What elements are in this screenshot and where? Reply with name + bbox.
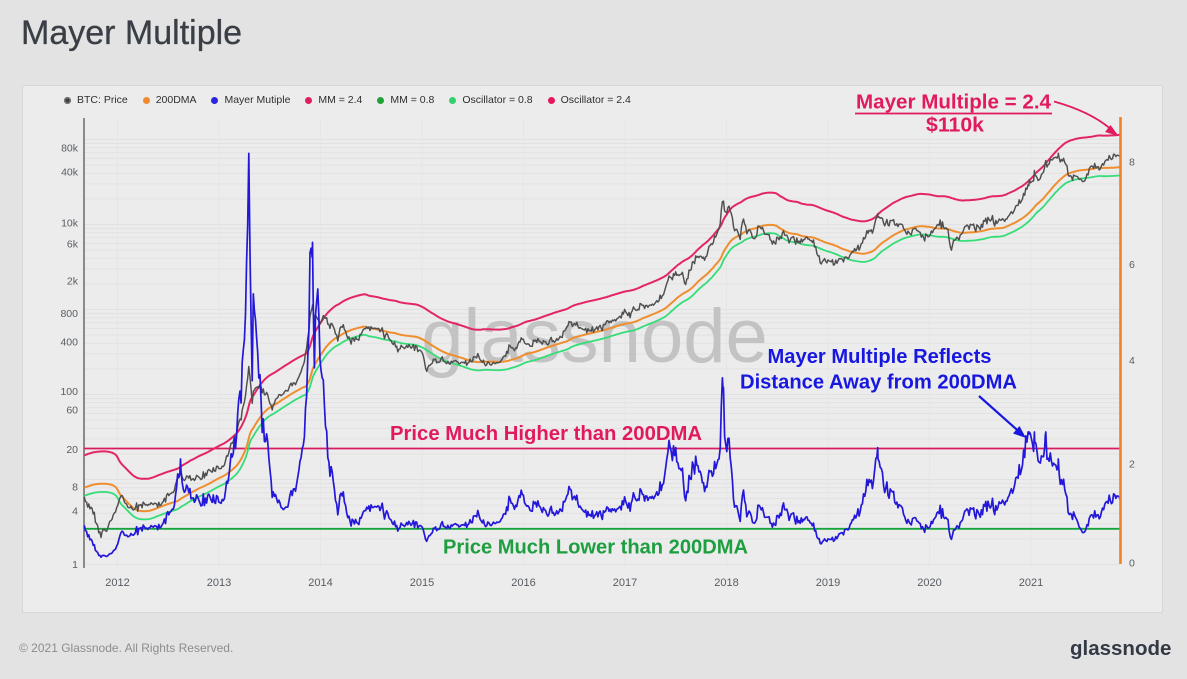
svg-text:8: 8 <box>72 482 78 494</box>
svg-text:80k: 80k <box>61 143 79 155</box>
svg-text:2014: 2014 <box>308 577 332 589</box>
svg-text:60: 60 <box>66 405 78 417</box>
svg-text:2017: 2017 <box>613 577 637 589</box>
svg-text:100: 100 <box>60 386 78 398</box>
svg-text:2015: 2015 <box>410 577 434 589</box>
svg-text:800: 800 <box>60 308 78 320</box>
svg-text:glassnode: glassnode <box>421 294 768 379</box>
svg-text:20: 20 <box>66 444 78 456</box>
svg-text:2: 2 <box>1129 459 1135 471</box>
svg-text:40k: 40k <box>61 167 79 179</box>
svg-text:2012: 2012 <box>105 577 129 589</box>
svg-text:Mayer Multiple Reflects: Mayer Multiple Reflects <box>768 346 992 368</box>
svg-text:2016: 2016 <box>511 577 535 589</box>
svg-text:2013: 2013 <box>207 577 231 589</box>
svg-text:0: 0 <box>1129 558 1135 570</box>
svg-text:2019: 2019 <box>816 577 840 589</box>
svg-text:Price Much Lower than 200DMA: Price Much Lower than 200DMA <box>443 537 748 559</box>
svg-text:2020: 2020 <box>917 577 941 589</box>
svg-text:2k: 2k <box>67 276 79 288</box>
svg-text:4: 4 <box>72 506 78 518</box>
svg-text:1: 1 <box>72 559 78 571</box>
svg-text:10k: 10k <box>61 218 79 230</box>
svg-text:8: 8 <box>1129 157 1135 169</box>
svg-text:Distance Away from 200DMA: Distance Away from 200DMA <box>740 372 1017 394</box>
svg-text:Mayer Multiple = 2.4: Mayer Multiple = 2.4 <box>856 92 1052 114</box>
svg-text:400: 400 <box>60 337 78 349</box>
svg-text:$110k: $110k <box>926 115 985 137</box>
svg-text:2018: 2018 <box>714 577 738 589</box>
svg-text:4: 4 <box>1129 355 1135 367</box>
svg-text:6: 6 <box>1129 259 1135 271</box>
svg-text:Price Much Higher than 200DMA: Price Much Higher than 200DMA <box>390 423 702 445</box>
svg-text:6k: 6k <box>67 239 79 251</box>
svg-text:2021: 2021 <box>1019 577 1043 589</box>
